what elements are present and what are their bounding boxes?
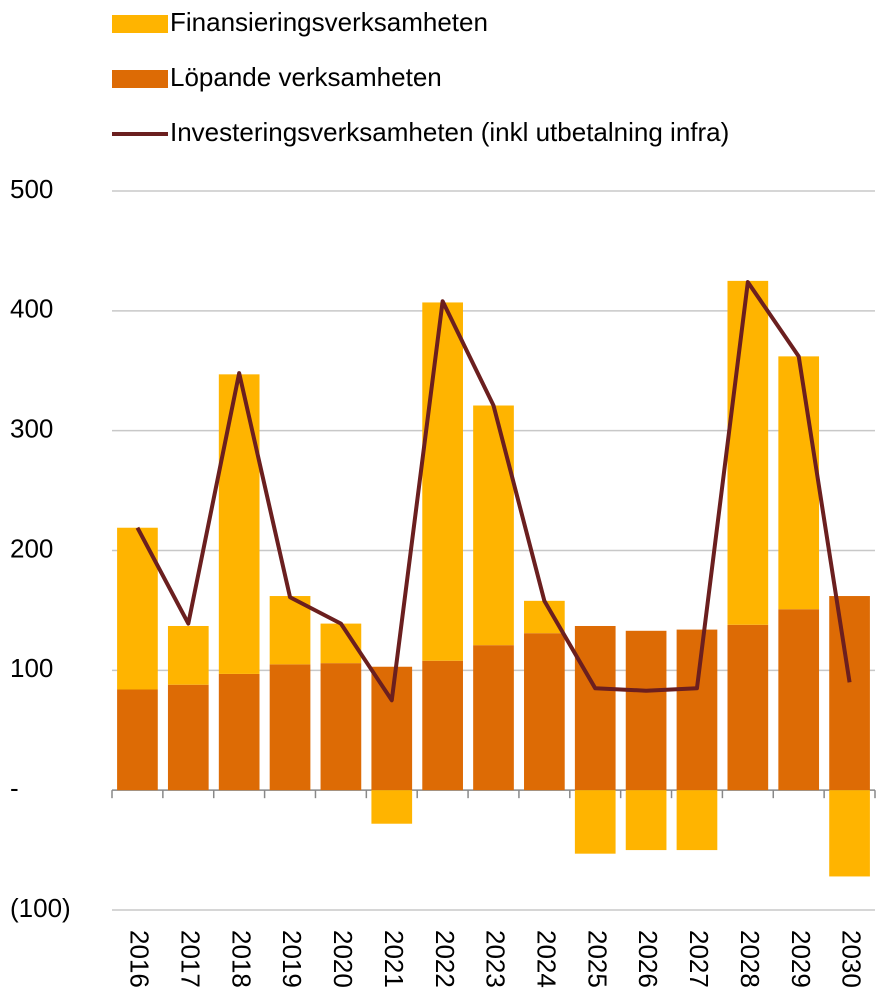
x-tick-label: 2019 xyxy=(277,930,307,988)
bar xyxy=(676,790,718,851)
y-tick-label: (100) xyxy=(10,893,71,923)
x-tick-label: 2030 xyxy=(837,930,867,988)
x-tick-label: 2024 xyxy=(531,930,561,988)
bar xyxy=(167,684,209,791)
bar xyxy=(574,625,616,791)
bar xyxy=(625,630,667,791)
bar xyxy=(778,609,820,791)
x-tick-label: 2021 xyxy=(379,930,409,988)
y-tick-label: 300 xyxy=(10,414,53,444)
legend-label: Finansieringsverksamheten xyxy=(170,7,488,37)
x-tick-label: 2023 xyxy=(481,930,511,988)
bar xyxy=(829,596,870,791)
bar xyxy=(574,790,616,854)
legend-label: Löpande verksamheten xyxy=(170,62,442,92)
bar xyxy=(269,596,311,665)
x-tick-label: 2025 xyxy=(582,930,612,988)
bar xyxy=(218,673,260,791)
bar xyxy=(829,790,870,877)
bar xyxy=(117,689,158,791)
bar xyxy=(625,790,667,851)
bar xyxy=(269,664,311,791)
line xyxy=(135,280,852,703)
bar xyxy=(218,374,260,674)
bar xyxy=(473,405,514,646)
bar xyxy=(320,663,362,791)
y-tick-label: 400 xyxy=(10,294,53,324)
bar xyxy=(524,633,565,791)
x-tick-label: 2026 xyxy=(633,930,663,988)
x-tick-label: 2017 xyxy=(175,930,205,988)
bar xyxy=(371,790,413,824)
x-tick-label: 2028 xyxy=(735,930,765,988)
x-tick-label: 2016 xyxy=(125,930,155,988)
legend-swatch xyxy=(112,15,168,33)
bar xyxy=(727,280,769,625)
bar xyxy=(727,624,769,791)
y-tick-label: 500 xyxy=(10,174,53,204)
legend-swatch xyxy=(112,70,168,88)
bar xyxy=(473,645,514,791)
x-tick-label: 2020 xyxy=(328,930,358,988)
x-tick-label: 2027 xyxy=(684,930,714,988)
bar xyxy=(676,629,718,791)
bar xyxy=(422,660,463,791)
x-tick-label: 2022 xyxy=(430,930,460,988)
x-tick-label: 2029 xyxy=(786,930,816,988)
legend-label: Investeringsverksamheten (inkl utbetalni… xyxy=(170,117,729,147)
bar xyxy=(167,625,209,685)
x-tick-label: 2018 xyxy=(226,930,256,988)
y-tick-label: - xyxy=(10,773,19,803)
y-tick-label: 100 xyxy=(10,653,53,683)
bar xyxy=(422,302,463,661)
y-tick-label: 200 xyxy=(10,533,53,563)
bar xyxy=(778,356,820,610)
